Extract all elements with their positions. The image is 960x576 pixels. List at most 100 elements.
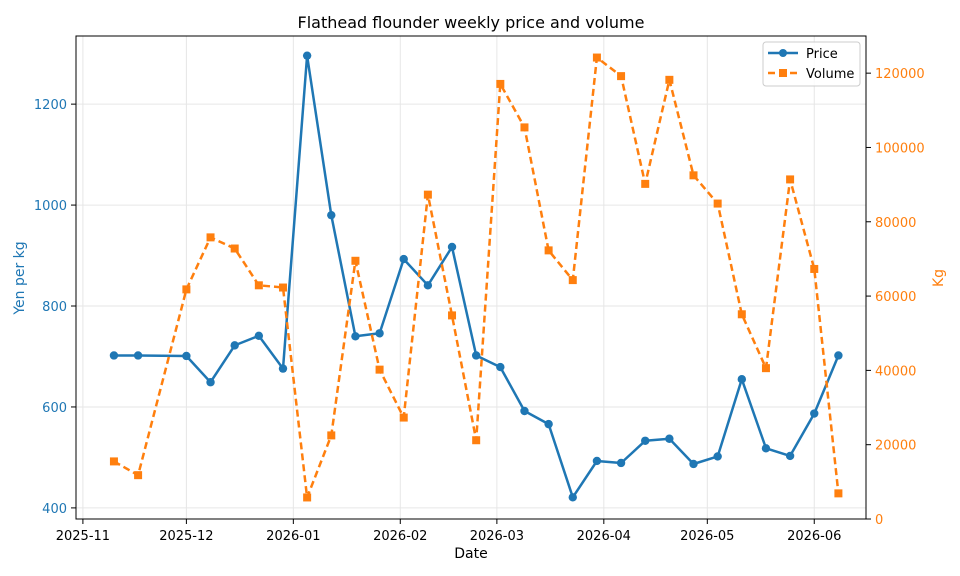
x-tick-label: 2026-04 — [577, 529, 631, 544]
y-right-tick-label: 60000 — [875, 290, 916, 305]
y-left-tick-label: 1000 — [34, 199, 67, 214]
data-point-volume — [689, 171, 698, 180]
data-point-price — [592, 456, 602, 466]
data-point-price — [302, 51, 312, 60]
data-point-volume — [665, 75, 674, 84]
data-point-volume — [786, 175, 795, 184]
data-point-volume — [399, 413, 408, 422]
data-point-volume — [134, 471, 143, 480]
data-point-price — [737, 374, 747, 384]
legend-label-price: Price — [806, 47, 838, 62]
series-line-volume — [113, 56, 840, 499]
x-tick-label: 2025-11 — [56, 529, 110, 544]
data-point-price — [206, 378, 215, 387]
x-axis-label: Date — [454, 546, 487, 562]
series-price — [109, 51, 843, 502]
data-point-volume — [761, 364, 770, 373]
series-layer — [109, 51, 843, 502]
data-point-price — [399, 254, 408, 264]
y-right-tick-label: 40000 — [875, 364, 916, 379]
x-tick-label: 2026-06 — [787, 529, 841, 544]
data-point-price — [447, 242, 457, 252]
data-point-volume — [834, 489, 843, 498]
y-axis-right: 0 20000 40000 60000 80000 100000 120000 — [866, 67, 925, 528]
data-point-volume — [713, 199, 722, 208]
y-axis-label-left: Yen per kg — [12, 241, 28, 315]
y-right-tick-label: 80000 — [875, 216, 916, 231]
x-tick-label: 2025-12 — [159, 529, 213, 544]
data-point-volume — [810, 264, 819, 273]
data-point-price — [182, 351, 191, 361]
data-point-volume — [641, 179, 650, 188]
data-point-price — [327, 210, 336, 220]
data-point-price — [761, 444, 771, 453]
x-tick-label: 2026-05 — [680, 529, 734, 544]
data-point-price — [544, 419, 553, 429]
y-left-tick-label: 800 — [42, 300, 67, 315]
data-point-price — [785, 451, 795, 461]
data-point-volume — [254, 281, 263, 290]
data-point-price — [520, 406, 529, 416]
y-left-tick-label: 600 — [42, 401, 67, 416]
data-point-price — [133, 351, 143, 360]
grid-layer — [76, 36, 866, 519]
data-point-volume — [206, 233, 215, 242]
legend-label-volume: Volume — [806, 67, 854, 82]
legend: Price Volume — [762, 41, 861, 87]
data-point-price — [254, 331, 264, 340]
data-point-volume — [303, 493, 312, 502]
x-axis: 2025-11 2025-12 2026-01 2026-02 2026-03 2026-… — [56, 519, 841, 544]
data-point-volume — [496, 79, 505, 88]
data-point-price — [713, 452, 722, 461]
y-right-tick-label: 0 — [875, 513, 883, 528]
data-point-volume — [520, 123, 529, 132]
data-point-volume — [109, 457, 118, 466]
data-point-price — [616, 458, 626, 468]
y-left-tick-label: 1200 — [34, 98, 67, 113]
data-point-volume — [568, 276, 577, 285]
data-point-volume — [278, 283, 287, 292]
data-point-volume — [182, 285, 191, 294]
data-point-price — [834, 351, 843, 360]
data-point-price — [689, 459, 698, 469]
data-point-volume — [327, 431, 336, 440]
data-point-volume — [375, 365, 384, 374]
data-point-price — [568, 493, 577, 502]
legend-marker-volume — [779, 69, 787, 77]
y-right-tick-label: 120000 — [875, 67, 925, 82]
y-axis-left: 400 600 800 1000 1200 — [34, 98, 76, 517]
data-point-volume — [351, 256, 360, 265]
data-point-price — [375, 329, 384, 338]
data-point-price — [278, 364, 288, 373]
data-point-price — [109, 351, 119, 360]
data-point-volume — [592, 53, 601, 62]
data-point-volume — [230, 244, 239, 253]
y-right-tick-label: 20000 — [875, 439, 916, 454]
data-point-price — [641, 436, 650, 445]
x-tick-label: 2026-02 — [373, 529, 427, 544]
data-point-price — [230, 341, 239, 350]
data-point-price — [351, 332, 360, 341]
data-point-price — [665, 434, 674, 443]
data-point-volume — [472, 436, 481, 445]
data-point-price — [423, 281, 433, 290]
x-tick-label: 2026-03 — [470, 529, 524, 544]
data-point-volume — [448, 311, 457, 320]
y-left-tick-label: 400 — [42, 502, 67, 517]
data-point-price — [496, 362, 505, 372]
y-right-tick-label: 100000 — [875, 141, 925, 156]
data-point-volume — [737, 310, 746, 319]
x-tick-label: 2026-01 — [266, 529, 320, 544]
series-line-price — [113, 54, 840, 499]
plot-frame — [75, 35, 867, 520]
data-point-volume — [617, 72, 626, 81]
legend-marker-price — [779, 49, 787, 57]
data-point-price — [471, 351, 481, 360]
y-axis-label-right: Kg — [931, 269, 947, 287]
chart-title: Flathead flounder weekly price and volum… — [298, 13, 645, 32]
data-point-volume — [544, 246, 553, 255]
data-point-volume — [423, 190, 432, 199]
series-volume — [109, 53, 843, 502]
data-point-price — [810, 409, 819, 418]
